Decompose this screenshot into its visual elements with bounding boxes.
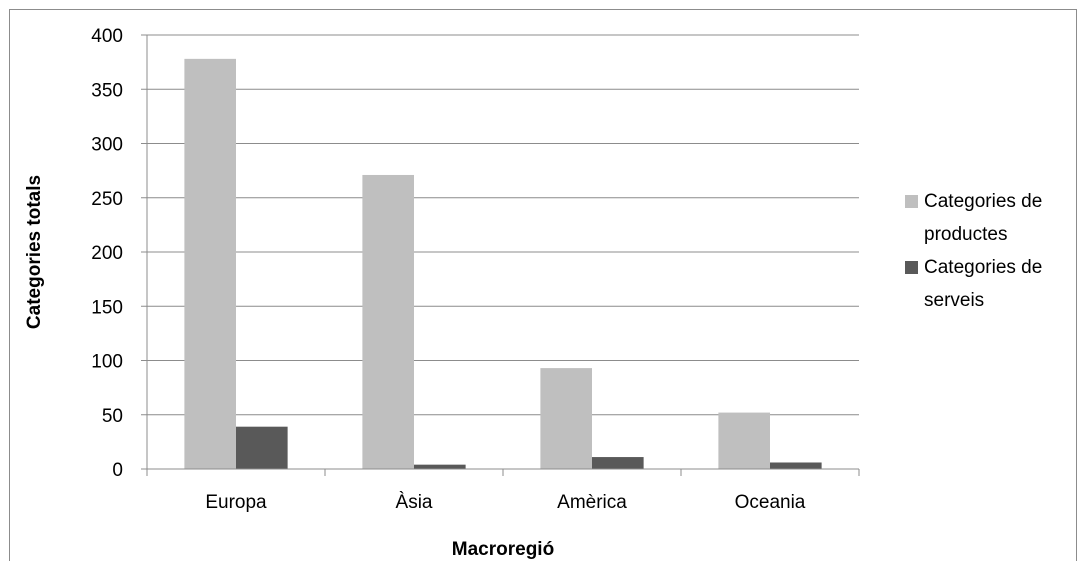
y-tick-label-300: 300 (91, 135, 123, 156)
bars (184, 58, 822, 470)
y-tick-label-0: 0 (112, 460, 123, 481)
y-tick-label-150: 150 (91, 297, 123, 318)
x-axis-title: Macroregió (452, 539, 554, 560)
y-tick-label-350: 350 (91, 80, 123, 101)
y-tick-labels: 0 50 100 150 200 250 300 350 400 (91, 26, 123, 481)
legend-label-productes: Categories de (924, 191, 1042, 212)
y-tick-label-100: 100 (91, 352, 123, 373)
bar-asia-serveis (414, 464, 466, 469)
legend-label-productes: productes (924, 224, 1007, 245)
x-tick-label-oceania: Oceania (735, 492, 806, 513)
bar-asia-productes (362, 174, 414, 469)
y-tick-label-250: 250 (91, 189, 123, 210)
x-tick-label-asia: Àsia (396, 492, 433, 513)
y-tick-label-200: 200 (91, 243, 123, 264)
legend-swatch-productes (905, 195, 918, 208)
gridlines (147, 34, 859, 416)
bar-oceania-serveis (770, 462, 822, 469)
legend: Categories de productes Categories de serve… (905, 191, 1042, 311)
x-tick-label-europa: Europa (205, 492, 267, 513)
y-tick-label-50: 50 (102, 406, 123, 427)
bar-europa-serveis (236, 426, 288, 469)
axes (141, 34, 860, 476)
x-tick-labels: Europa Àsia Amèrica Oceania (205, 492, 805, 513)
bar-oceania-productes (718, 412, 770, 469)
bar-europa-productes (184, 58, 236, 470)
bar-america-productes (540, 368, 592, 469)
y-axis-title: Categories totals (24, 175, 45, 329)
x-tick-label-america: Amèrica (557, 492, 627, 513)
bar-america-serveis (592, 457, 644, 469)
legend-label-serveis: Categories de (924, 257, 1042, 278)
legend-label-serveis: serveis (924, 290, 984, 311)
y-tick-label-400: 400 (91, 26, 123, 47)
legend-swatch-serveis (905, 261, 918, 274)
